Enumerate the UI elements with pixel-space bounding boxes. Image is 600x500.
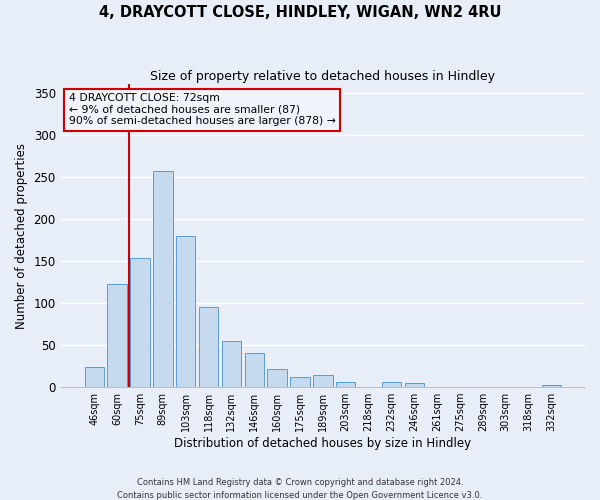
Bar bbox=[199, 307, 218, 387]
Bar bbox=[221, 341, 241, 387]
Bar bbox=[268, 368, 287, 387]
Y-axis label: Number of detached properties: Number of detached properties bbox=[15, 142, 28, 328]
Bar bbox=[245, 354, 264, 387]
X-axis label: Distribution of detached houses by size in Hindley: Distribution of detached houses by size … bbox=[174, 437, 472, 450]
Bar bbox=[290, 377, 310, 387]
Bar bbox=[382, 382, 401, 387]
Bar bbox=[107, 284, 127, 387]
Bar bbox=[313, 376, 332, 387]
Bar bbox=[130, 258, 149, 387]
Text: 4, DRAYCOTT CLOSE, HINDLEY, WIGAN, WN2 4RU: 4, DRAYCOTT CLOSE, HINDLEY, WIGAN, WN2 4… bbox=[99, 5, 501, 20]
Bar bbox=[85, 367, 104, 387]
Bar bbox=[176, 236, 196, 387]
Bar bbox=[153, 171, 173, 387]
Bar bbox=[336, 382, 355, 387]
Title: Size of property relative to detached houses in Hindley: Size of property relative to detached ho… bbox=[151, 70, 496, 83]
Text: Contains HM Land Registry data © Crown copyright and database right 2024.
Contai: Contains HM Land Registry data © Crown c… bbox=[118, 478, 482, 500]
Bar bbox=[404, 383, 424, 387]
Text: 4 DRAYCOTT CLOSE: 72sqm
← 9% of detached houses are smaller (87)
90% of semi-det: 4 DRAYCOTT CLOSE: 72sqm ← 9% of detached… bbox=[68, 94, 335, 126]
Bar bbox=[542, 386, 561, 387]
